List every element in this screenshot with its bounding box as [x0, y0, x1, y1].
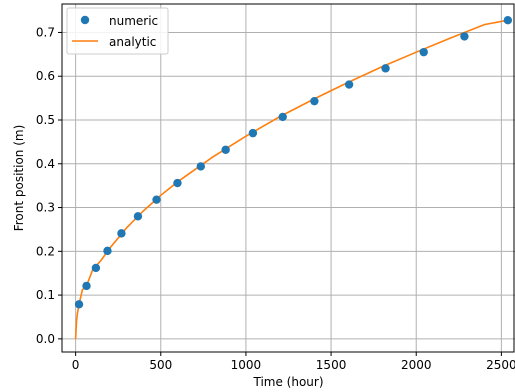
x-tick-label: 0	[72, 358, 80, 372]
numeric-point	[503, 15, 513, 25]
plot-frame	[61, 3, 515, 353]
numeric-point	[133, 212, 143, 221]
legend-label-analytic: analytic	[109, 35, 156, 49]
numeric-point	[82, 281, 91, 291]
x-tick-label: 2000	[401, 358, 432, 372]
legend: numeric analytic	[66, 7, 169, 55]
numeric-point	[278, 112, 287, 122]
numeric-point	[381, 64, 390, 73]
numeric-point	[173, 178, 182, 188]
analytic-series	[74, 19, 508, 339]
numeric-point	[248, 128, 258, 138]
numeric-point	[74, 300, 84, 309]
y-tick-label: 0.7	[36, 25, 55, 39]
numeric-point	[196, 162, 205, 171]
numeric-point	[91, 263, 101, 273]
y-tick-label: 0.1	[36, 288, 55, 302]
legend-label-numeric: numeric	[109, 14, 158, 28]
y-tick-label: 0.6	[36, 69, 55, 83]
legend-box	[66, 7, 169, 55]
numeric-series	[74, 15, 513, 309]
x-tick-label: 500	[149, 358, 172, 372]
numeric-point	[419, 47, 428, 57]
grid	[62, 4, 515, 352]
analytic-line	[74, 19, 508, 339]
numeric-point	[152, 195, 161, 204]
x-tick-label: 2500	[486, 358, 515, 372]
numeric-point	[310, 96, 319, 106]
numeric-point	[221, 145, 230, 154]
y-axis-title: Front position (m)	[12, 125, 26, 232]
x-axis: 0 500 1000 1500 2000 2500	[72, 352, 515, 372]
numeric-point	[344, 80, 354, 89]
x-axis-title: Time (hour)	[252, 375, 323, 389]
y-tick-label: 0.5	[36, 113, 55, 127]
numeric-point	[117, 229, 126, 238]
numeric-point	[460, 32, 469, 41]
y-tick-label: 0.3	[36, 201, 55, 215]
numeric-point	[103, 246, 112, 256]
y-tick-label: 0.4	[36, 157, 55, 171]
y-tick-label: 0.2	[36, 244, 55, 258]
x-tick-label: 1500	[316, 358, 347, 372]
y-axis: 0.0 0.1 0.2 0.3 0.4 0.5 0.6 0.7	[36, 25, 62, 346]
x-tick-label: 1000	[231, 358, 262, 372]
y-tick-label: 0.0	[36, 332, 55, 346]
legend-marker-numeric	[80, 15, 90, 25]
